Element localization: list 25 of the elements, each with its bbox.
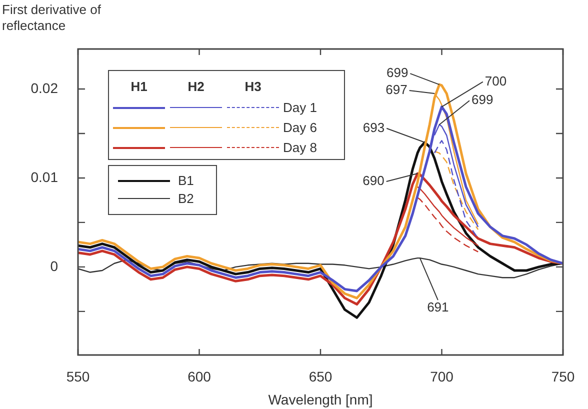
- x-tick-label: 550: [66, 368, 90, 384]
- x-tick-label: 700: [430, 368, 454, 384]
- y-tick-label: 0.02: [30, 80, 58, 96]
- x-tick-label: 750: [551, 368, 575, 384]
- x-tick-label: 650: [308, 368, 332, 384]
- annotation: H1: [130, 79, 148, 94]
- x-axis-title: Wavelength [nm]: [268, 391, 373, 408]
- legend-label: B1: [178, 173, 194, 189]
- x-tick-label: 600: [188, 368, 212, 384]
- y-axis-title: First derivative of reflectance: [2, 2, 102, 34]
- annotation: Day 8: [283, 140, 317, 156]
- annotation: H3: [244, 79, 262, 94]
- annotation: 699: [471, 92, 494, 108]
- annotation: 700: [484, 73, 507, 88]
- annotation: 693: [362, 120, 385, 135]
- annotation: Day 6: [283, 120, 317, 136]
- annotation: 699: [386, 65, 408, 80]
- annotation: 690: [362, 173, 384, 188]
- y-tick-label: 0: [50, 258, 58, 274]
- annotation: 697: [386, 82, 408, 98]
- legend-label: B2: [178, 191, 194, 207]
- annotation: 691: [427, 300, 449, 315]
- y-tick-label: 0.01: [30, 168, 58, 185]
- annotation: Day 1: [283, 100, 317, 116]
- annotation: H2: [186, 79, 206, 94]
